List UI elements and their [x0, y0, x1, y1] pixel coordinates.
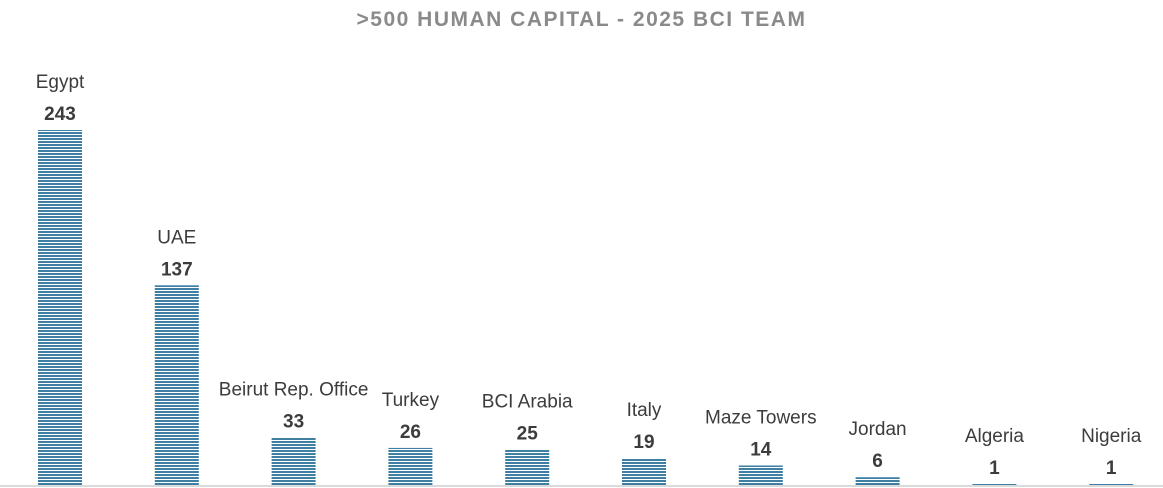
- bar: [388, 447, 433, 486]
- category-label: Italy: [627, 400, 662, 421]
- bar: [271, 437, 316, 486]
- value-label: 14: [750, 439, 772, 460]
- bar: [855, 477, 900, 486]
- value-label: 243: [44, 104, 76, 125]
- bar: [38, 130, 82, 486]
- category-label: Egypt: [36, 72, 85, 93]
- bar: [154, 285, 199, 486]
- value-label: 6: [872, 451, 883, 472]
- category-label: Algeria: [965, 426, 1025, 447]
- category-label: Beirut Rep. Office: [219, 380, 369, 401]
- value-label: 19: [633, 432, 654, 453]
- category-label: BCI Arabia: [482, 391, 573, 412]
- value-label: 1: [989, 458, 1000, 479]
- value-label: 1: [1106, 458, 1117, 479]
- bar: [505, 449, 550, 486]
- value-label: 137: [161, 259, 193, 280]
- category-label: Nigeria: [1081, 426, 1142, 447]
- chart-title: >500 HUMAN CAPITAL - 2025 BCI TEAM: [356, 8, 807, 31]
- value-label: 26: [400, 422, 421, 443]
- bar: [622, 458, 666, 486]
- value-label: 33: [283, 412, 304, 433]
- bars-layer: 243 Egypt 137 UAE 33 Beirut Rep. Office 26 Turk…: [36, 72, 1142, 486]
- bar: [972, 484, 1017, 486]
- category-label: Turkey: [382, 390, 440, 411]
- category-label: Jordan: [849, 419, 907, 440]
- category-label: Maze Towers: [705, 407, 817, 428]
- bar: [1089, 484, 1134, 486]
- value-label: 25: [517, 423, 539, 444]
- category-label: UAE: [157, 227, 196, 248]
- bar: [738, 465, 783, 486]
